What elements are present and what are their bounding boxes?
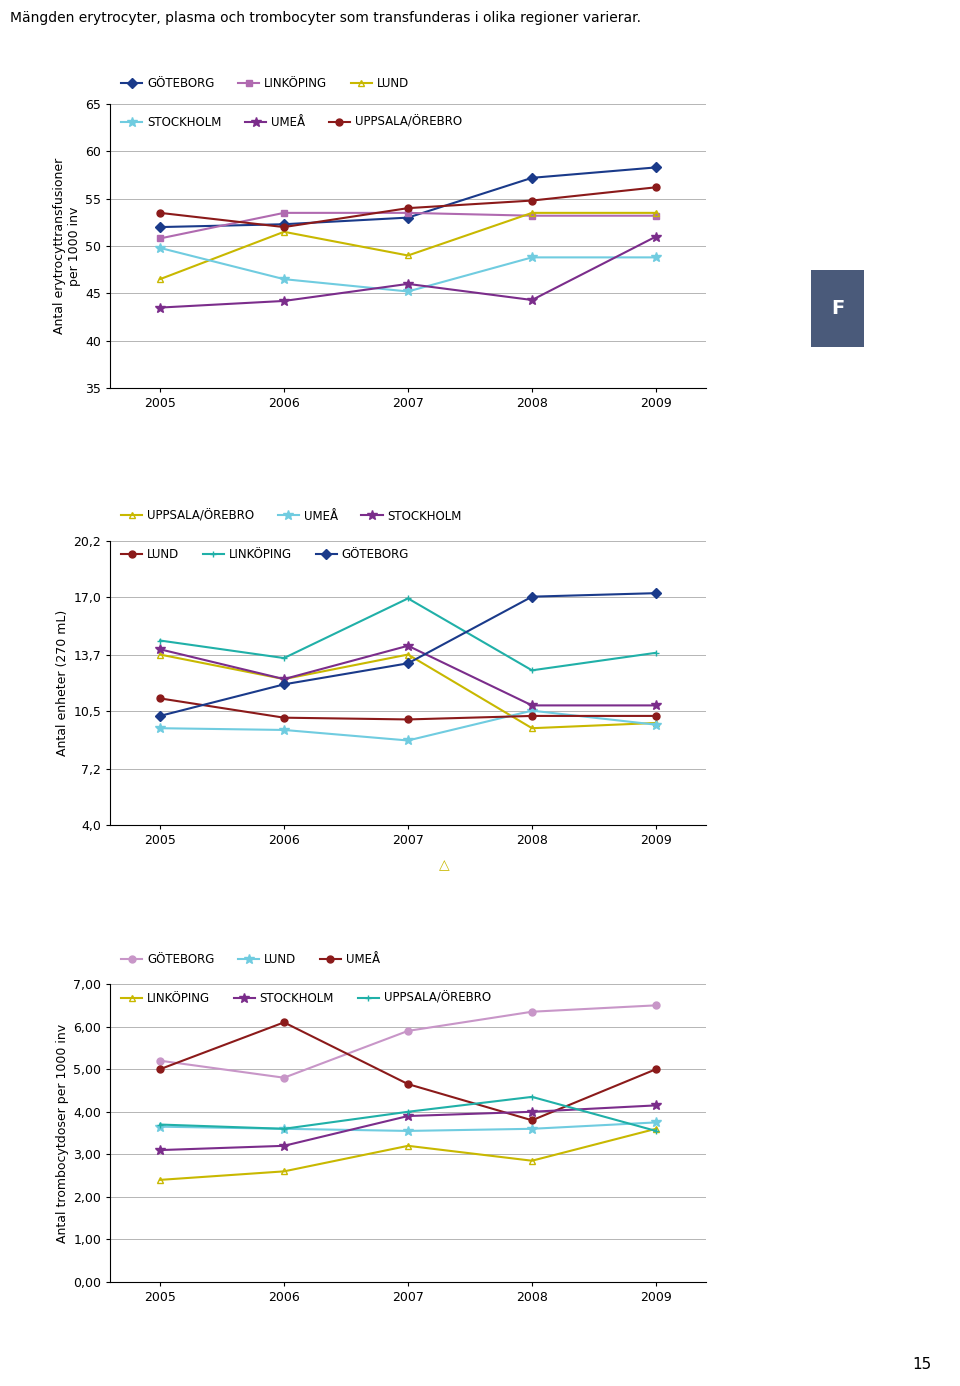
Text: F: F [831,299,844,317]
Y-axis label: Antal erytrocyttransfusioner
per 1000 inv: Antal erytrocyttransfusioner per 1000 in… [53,158,82,334]
Y-axis label: Antal enheter (270 mL): Antal enheter (270 mL) [57,610,69,755]
Legend: GÖTEBORG, LINKÖPING, LUND: GÖTEBORG, LINKÖPING, LUND [116,72,414,94]
Legend: UPPSALA/ÖREBRO, UMEÅ, STOCKHOLM: UPPSALA/ÖREBRO, UMEÅ, STOCKHOLM [116,505,467,527]
Legend: STOCKHOLM, UMEÅ, UPPSALA/ÖREBRO: STOCKHOLM, UMEÅ, UPPSALA/ÖREBRO [116,111,467,133]
Text: Mängden erytrocyter, plasma och trombocyter som transfunderas i olika regioner v: Mängden erytrocyter, plasma och trombocy… [10,11,640,25]
Legend: LUND, LINKÖPING, GÖTEBORG: LUND, LINKÖPING, GÖTEBORG [116,543,414,565]
Y-axis label: Antal trombocytdoser per 1000 inv: Antal trombocytdoser per 1000 inv [57,1023,69,1243]
Legend: LINKÖPING, STOCKHOLM, UPPSALA/ÖREBRO: LINKÖPING, STOCKHOLM, UPPSALA/ÖREBRO [116,987,495,1009]
Text: 15: 15 [912,1357,931,1372]
Text: △: △ [439,858,450,872]
Legend: GÖTEBORG, LUND, UMEÅ: GÖTEBORG, LUND, UMEÅ [116,948,385,970]
